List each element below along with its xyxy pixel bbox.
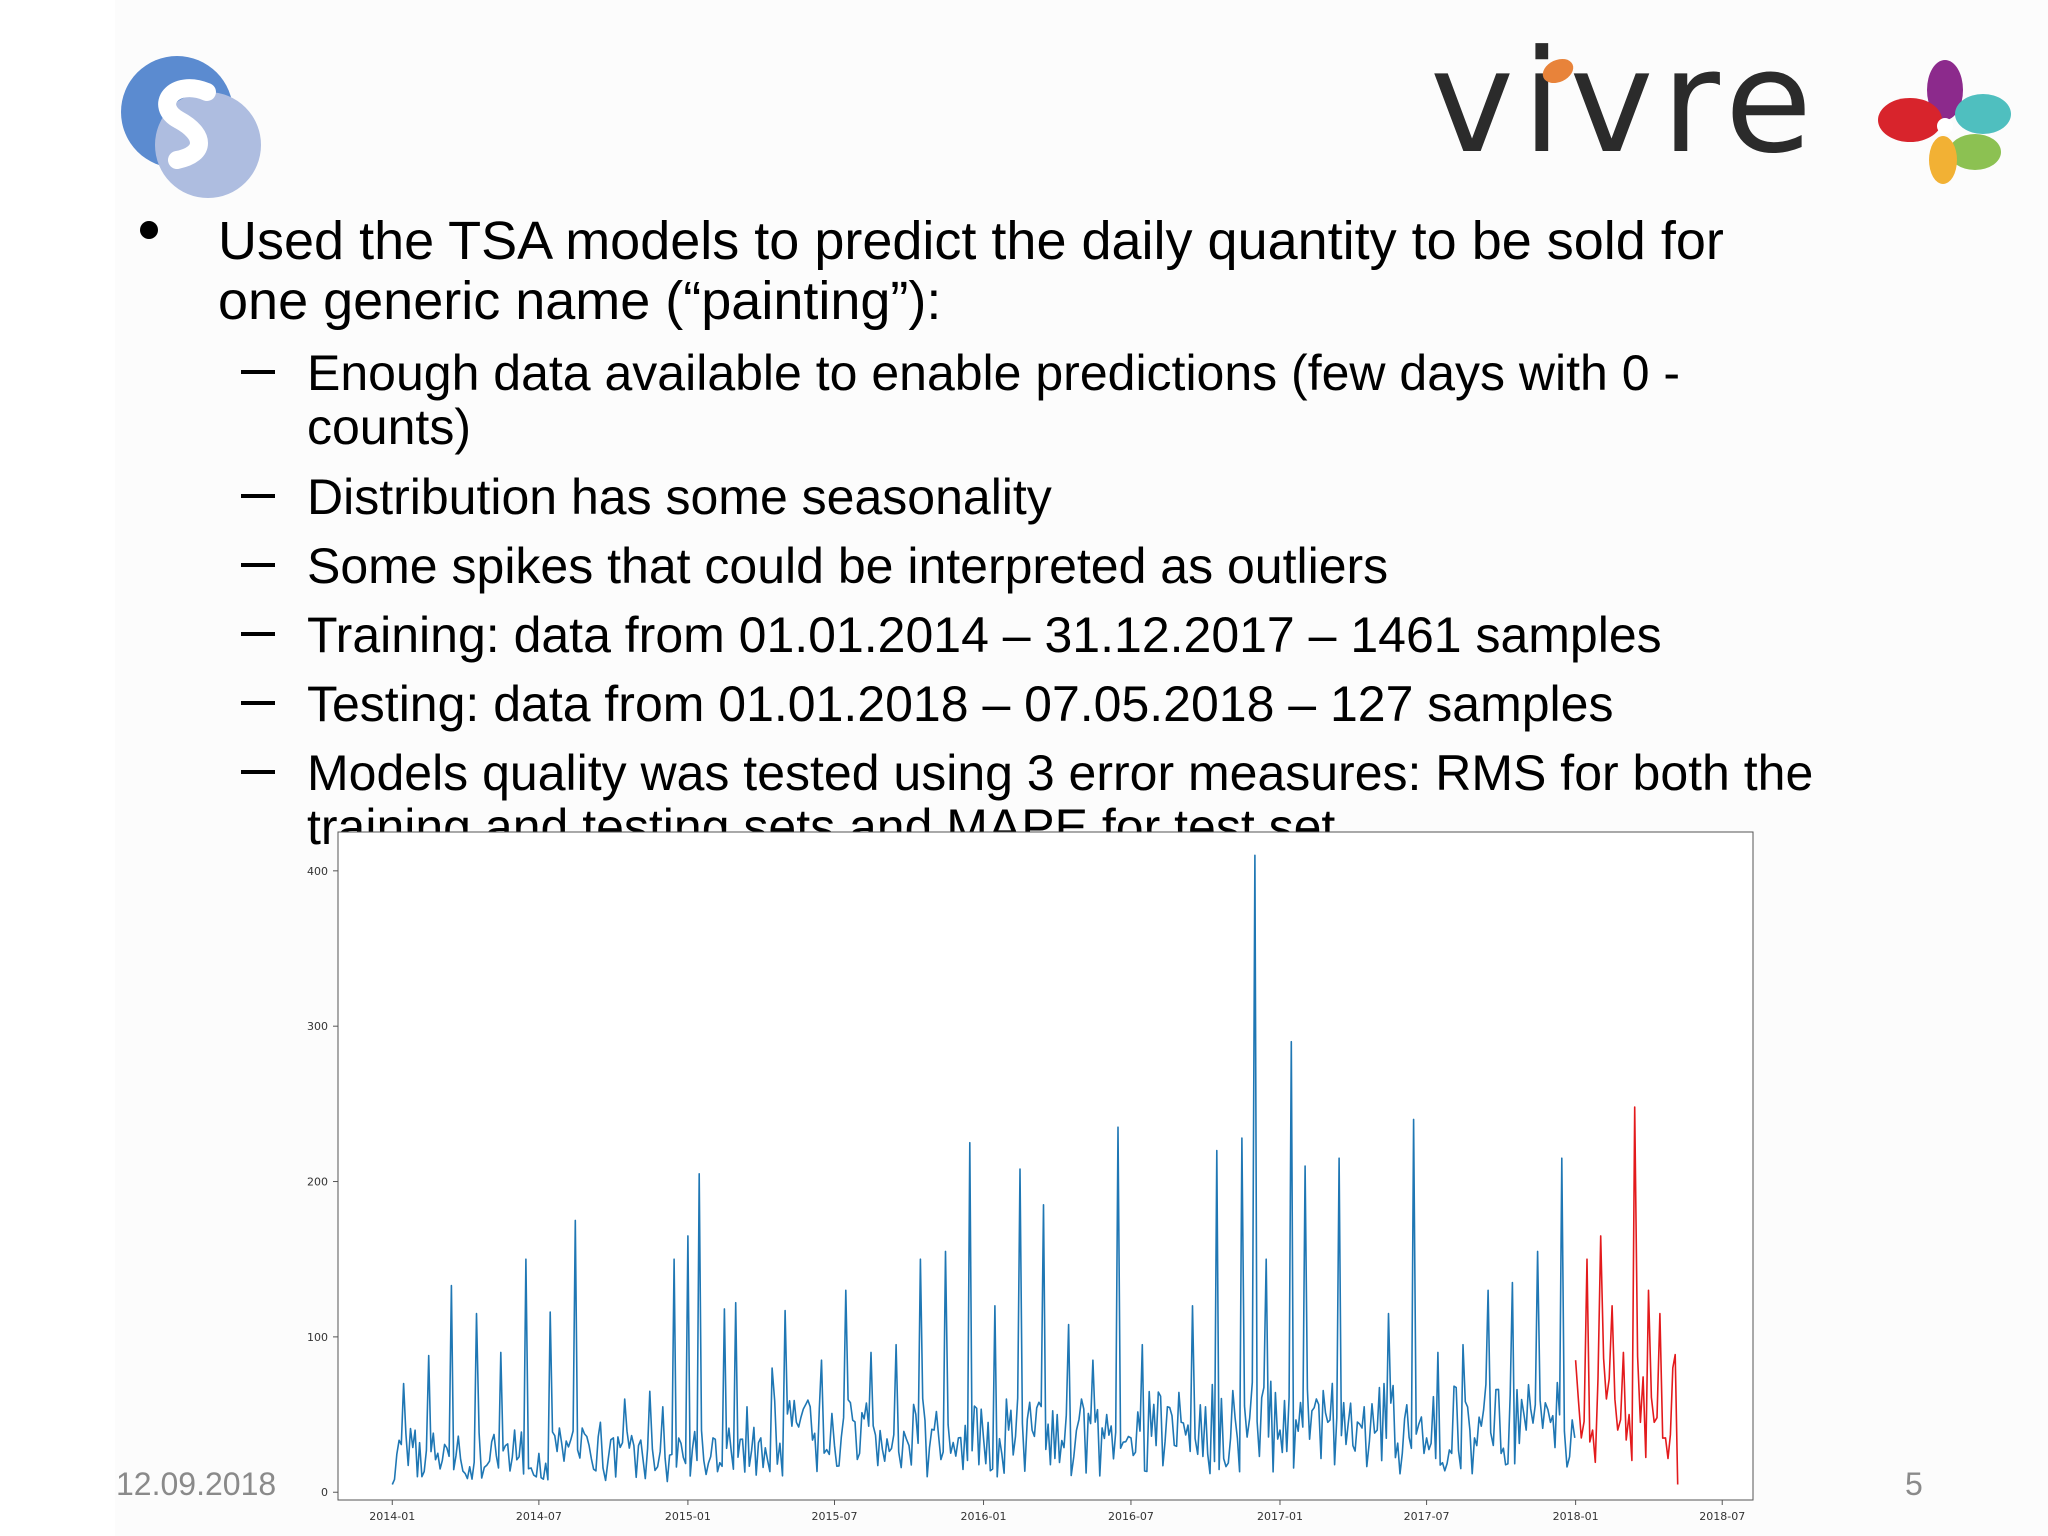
sub-item-1-line1: Enough data available to enable predicti… — [307, 345, 1681, 401]
dash-marker — [241, 770, 275, 774]
dash-marker — [241, 494, 275, 498]
x-tick-label: 2018-01 — [1553, 1510, 1599, 1523]
plot-frame — [337, 831, 1754, 1501]
vivre-logo-text: vivre — [1430, 20, 1821, 185]
x-tick-label: 2014-01 — [369, 1510, 415, 1523]
bullet-marker — [140, 221, 158, 239]
x-tick-label: 2017-07 — [1404, 1510, 1450, 1523]
sub-item-5: Testing: data from 01.01.2018 – 07.05.20… — [307, 676, 1614, 732]
bullet-text-line1: Used the TSA models to predict the daily… — [218, 211, 1724, 271]
footer-date: 12.09.2018 — [116, 1466, 277, 1502]
vivre-logo: vivre — [1430, 32, 2011, 190]
dash-marker — [241, 563, 275, 567]
x-tick-label: 2015-01 — [665, 1510, 711, 1523]
sub-item-3: Some spikes that could be interpreted as… — [307, 538, 1389, 594]
sub-item-4: Training: data from 01.01.2014 – 31.12.2… — [307, 607, 1662, 663]
y-tick-label: 400 — [307, 865, 328, 878]
x-tick-label: 2017-01 — [1257, 1510, 1303, 1523]
x-tick-label: 2016-07 — [1108, 1510, 1154, 1523]
x-tick-label: 2015-07 — [812, 1510, 858, 1523]
series-line-testing — [1574, 1106, 1679, 1485]
sub-item-6-line1: Models quality was tested using 3 error … — [307, 745, 1814, 801]
x-tick-label: 2018-07 — [1699, 1510, 1745, 1523]
slide-margin — [0, 0, 115, 1536]
dash-marker — [241, 701, 275, 705]
page-number: 5 — [1905, 1466, 1923, 1502]
series-line-training — [391, 854, 1576, 1485]
left-logo-icon — [113, 48, 273, 208]
sales-chart-svg: 0 100 200 300 400 2014-01 2014-07 2015-01 2015-0… — [307, 831, 1754, 1523]
dash-marker — [241, 370, 275, 374]
sub-item-1-line2: counts) — [307, 399, 471, 455]
y-tick-label: 300 — [307, 1020, 328, 1033]
y-tick-label: 0 — [321, 1486, 328, 1499]
sub-item-2: Distribution has some seasonality — [307, 469, 1052, 525]
y-tick-label: 100 — [307, 1331, 328, 1344]
x-tick-label: 2014-07 — [516, 1510, 562, 1523]
bullet-text-line2: one generic name (“painting”): — [218, 271, 942, 331]
dash-marker — [241, 632, 275, 636]
y-tick-label: 200 — [307, 1176, 328, 1189]
sales-chart: 0 100 200 300 400 2014-01 2014-07 2015-01 2015-0… — [280, 830, 1760, 1536]
x-tick-label: 2016-01 — [961, 1510, 1007, 1523]
vivre-flower-icon — [1878, 60, 2011, 184]
